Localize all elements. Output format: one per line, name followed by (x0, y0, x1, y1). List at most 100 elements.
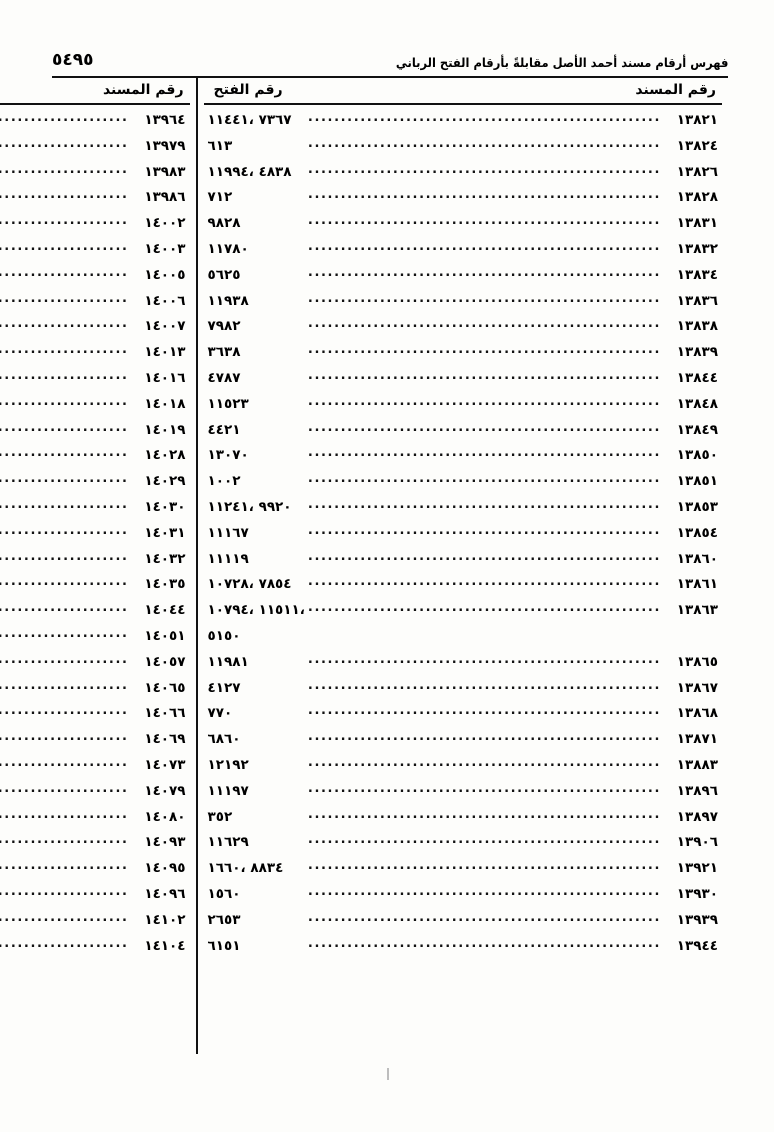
cell-musnad-number: ١٤٠٠٣ (144, 240, 186, 257)
table-row: ١٣٨٦٨ ٧٧٠ (204, 705, 722, 731)
table-row: ١٣٨٥٣ ٩٩٢٠ ،١١٢٤١ (204, 499, 722, 525)
table-row: ١٤٠٣٢١٠٦٥٨ (0, 551, 190, 577)
table-row: ١٤٠١٩٣٦٩٦ (0, 422, 190, 448)
dot-leader (0, 138, 129, 151)
dot-leader (0, 293, 129, 306)
cell-musnad-number: ١٤٠٦٥ (144, 679, 186, 696)
table-row: ١٣٨٢٤ ٦١٣ (204, 138, 722, 164)
cell-musnad-number: ١٣٩٨٣ (144, 163, 186, 180)
dot-leader (0, 602, 129, 615)
table-row: ١٣٩٨٣٧٧١ (0, 164, 190, 190)
dot-leader (252, 834, 661, 847)
dot-leader (0, 654, 129, 667)
cell-musnad-number: ١٣٩٧٩ (144, 137, 186, 154)
dot-leader (0, 834, 129, 847)
dot-leader (252, 396, 661, 409)
dot-leader (0, 628, 129, 641)
dot-leader (0, 267, 129, 280)
dot-leader (235, 189, 661, 202)
dot-leader (0, 938, 129, 951)
table-row: ١٣٨٨٣ ١٢١٩٢ (204, 757, 722, 783)
cell-musnad-number: ١٣٨٢٨ (676, 189, 718, 206)
table-row: ١٤٠٣٥١١٨٨٤ (0, 576, 190, 602)
cell-musnad-number: ١٣٨٧١ (676, 731, 718, 748)
table-row: ١٤٠٣١١٠٦٥٧ (0, 525, 190, 551)
table-row: ١٤٠٠٥١٧٠٢ (0, 267, 190, 293)
dot-leader (252, 757, 661, 770)
cell-musnad-number: ١٤٠٩٥ (144, 860, 186, 877)
cell-musnad-number: ١٤٠٣٠ (144, 498, 186, 515)
table-row: ١٣٨٤٨ ١١٥٢٣ (204, 396, 722, 422)
table-row: ١٣٩٢١ ٨٨٣٤ ،١٦٦٠ (204, 860, 722, 886)
cell-fath-number: ٤٤٢١ (207, 421, 241, 438)
cell-musnad-number: ١٣٨٦٧ (676, 679, 718, 696)
dot-leader (244, 680, 662, 693)
table-row: ١٤٠٦٩٧١٧٨ (0, 731, 190, 757)
table-row: ١٤٠٠٣١١٢٦٦ (0, 241, 190, 267)
cell-fath-number: ١١١٦٧ (207, 524, 249, 541)
dot-leader (0, 731, 129, 744)
cell-musnad-number: ١٣٨٣٢ (676, 240, 718, 257)
table-row: ١٣٨٢٦ ٤٨٣٨ ،١١٩٩٤ (204, 164, 722, 190)
cell-fath-number: ٧٣٦٧ ،١١٤٤١ (207, 112, 292, 128)
dot-leader (0, 757, 129, 770)
cell-musnad-number: ١٣٨٣٦ (676, 292, 718, 309)
table-row: ١٤٠٦٥١٣٦٥ (0, 680, 190, 706)
dot-leader (0, 112, 129, 125)
dot-leader (0, 551, 129, 564)
table-row: ١٤٠٠٦٩٩٠٧ (0, 293, 190, 319)
cell-fath-number: ١٠٠٢ (207, 473, 241, 490)
table-row: ١٣٨٥٠ ١٣٠٧٠ (204, 447, 722, 473)
cell-musnad-number: ١٣٨٢١ (676, 112, 718, 128)
header-fath: رقم الفتح (213, 82, 283, 98)
table-row: ١٣٨٣٦ ١١٩٣٨ (204, 293, 722, 319)
table-row: ١٣٨٢١ ٧٣٦٧ ،١١٤٤١ (204, 112, 722, 138)
cell-fath-number: ٧٩٨٢ (207, 318, 241, 335)
cell-musnad-number: ١٣٨٨٣ (676, 756, 718, 773)
cell-musnad-number: ١٤٠٤٤ (144, 602, 186, 619)
dot-leader (0, 473, 129, 486)
dot-leader (0, 422, 129, 435)
dot-leader (0, 576, 129, 589)
cell-fath-number: ،١١٥١١ ،١٠٧٩٤ (207, 602, 305, 619)
cell-musnad-number: ١٤٠١٩ (144, 421, 186, 438)
dot-leader (0, 912, 129, 925)
table-row: ١٤٠٤٤٥٠٣ (0, 602, 190, 628)
table-columns: رقم المسند رقم الفتح ١٣٨٢١ ٧٣٦٧ ،١١٤٤١ ١٣٨٢٤… (0, 78, 728, 1054)
table-row: ١٤٠٩٦١٠٣٥٦ (0, 886, 190, 912)
cell-musnad-number: ١٣٨٣١ (676, 215, 718, 232)
cell-musnad-number: ١٤٠٢٩ (144, 473, 186, 490)
cell-musnad-number: ١٣٨٤٩ (676, 421, 718, 438)
cell-musnad-number: ١٣٨٩٦ (676, 782, 718, 799)
dot-leader (244, 731, 662, 744)
dot-leader (235, 809, 661, 822)
header-underline (0, 103, 190, 105)
cell-musnad-number: ١٣٨٣٨ (676, 318, 718, 335)
dot-leader (244, 370, 662, 383)
cell-fath-number: ١١٩٨١ (207, 653, 249, 670)
dot-leader (252, 525, 661, 538)
table-row: ١٣٨٤٩ ٤٤٢١ (204, 422, 722, 448)
cell-fath-number: ٧١٢ (207, 189, 233, 206)
header-underline (203, 103, 722, 105)
cell-musnad-number: ١٤٠١٦ (144, 369, 186, 386)
table-row: ١٤٠٣٠٣١٥٣ (0, 499, 190, 525)
dot-leader (0, 499, 129, 512)
table-rows: ١٣٨٢١ ٧٣٦٧ ،١١٤٤١ ١٣٨٢٤ ٦١٣ ١٣٨٢٦ ٤٨٣٨ ،١١٩٩٤… (204, 112, 722, 963)
header-musnad: رقم المسند (635, 82, 716, 98)
table-row: ١٤٠٧٩٨٤٩٣ (0, 783, 190, 809)
dot-leader (252, 447, 661, 460)
cell-musnad-number: ١٣٨٥٠ (676, 447, 718, 464)
cell-fath-number: ١١١٩٧ (207, 782, 249, 799)
cell-musnad-number: ١٣٨٢٦ (676, 163, 718, 180)
table-row: ١٣٨٣٩ ٣٦٣٨ (204, 344, 722, 370)
dot-leader (0, 809, 129, 822)
cell-musnad-number: ١٣٨٩٧ (676, 808, 718, 825)
dot-leader (0, 860, 129, 873)
cell-musnad-number: ١٣٩٨٦ (144, 189, 186, 206)
table-row: ١٣٨٤٤ ٤٧٨٧ (204, 370, 722, 396)
table-row: ١٤٠٠٢١٥٦٣ (0, 215, 190, 241)
dot-leader (0, 241, 129, 254)
cell-fath-number: ٦١٥١ (207, 937, 241, 954)
